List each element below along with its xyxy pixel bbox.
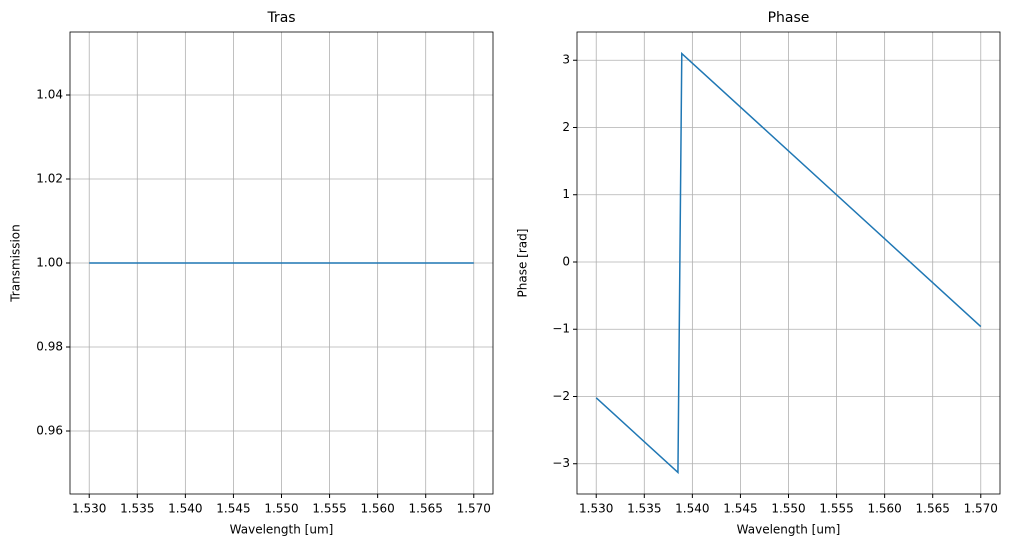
x-tick-label: 1.535 [120,502,154,516]
y-tick-label: 1 [562,187,570,201]
y-tick-label: 0.98 [36,340,63,354]
y-tick-label: 0 [562,254,570,268]
y-tick-label: −2 [552,389,570,403]
axes-frame [576,31,1001,495]
x-axis-label: Wavelength [um] [230,523,334,537]
y-tick-label: 2 [562,120,570,134]
chart-title: Phase [768,10,810,26]
x-tick-label: 1.555 [312,502,346,516]
x-tick-label: 1.545 [216,502,250,516]
x-tick-label: 1.570 [964,502,998,516]
x-tick-label: 1.540 [675,502,709,516]
x-tick-label: 1.530 [72,502,106,516]
chart-title: Tras [266,10,295,26]
x-axis-label: Wavelength [um] [737,523,841,537]
subplot: 1.530 1.535 1.540 1.545 1.550 1.555 1.560 1.565… [516,10,1001,537]
x-tick-label: 1.560 [360,502,394,516]
x-tick-label: 1.545 [723,502,757,516]
subplot: 1.530 1.535 1.540 1.545 1.550 1.555 1.560 1.565… [9,10,494,537]
y-tick-label: −1 [552,322,570,336]
x-tick-label: 1.555 [819,502,853,516]
x-tick-label: 1.535 [627,502,661,516]
x-tick-label: 1.550 [771,502,805,516]
x-tick-label: 1.565 [409,502,443,516]
x-tick-label: 1.550 [264,502,298,516]
y-tick-label: 1.02 [36,172,63,186]
x-tick-label: 1.570 [457,502,491,516]
y-tick-label: −3 [552,456,570,470]
y-tick-label: 1.00 [36,256,63,270]
axes-frame [69,31,494,495]
y-axis-label: Transmission [9,224,23,303]
x-tick-label: 1.540 [168,502,202,516]
x-tick-label: 1.530 [579,502,613,516]
x-tick-label: 1.565 [916,502,950,516]
x-tick-label: 1.560 [867,502,901,516]
y-tick-label: 3 [562,53,570,67]
y-axis-label: Phase [rad] [516,229,530,298]
y-tick-label: 0.96 [36,424,63,438]
data-line [595,51,982,475]
y-tick-label: 1.04 [36,88,63,102]
